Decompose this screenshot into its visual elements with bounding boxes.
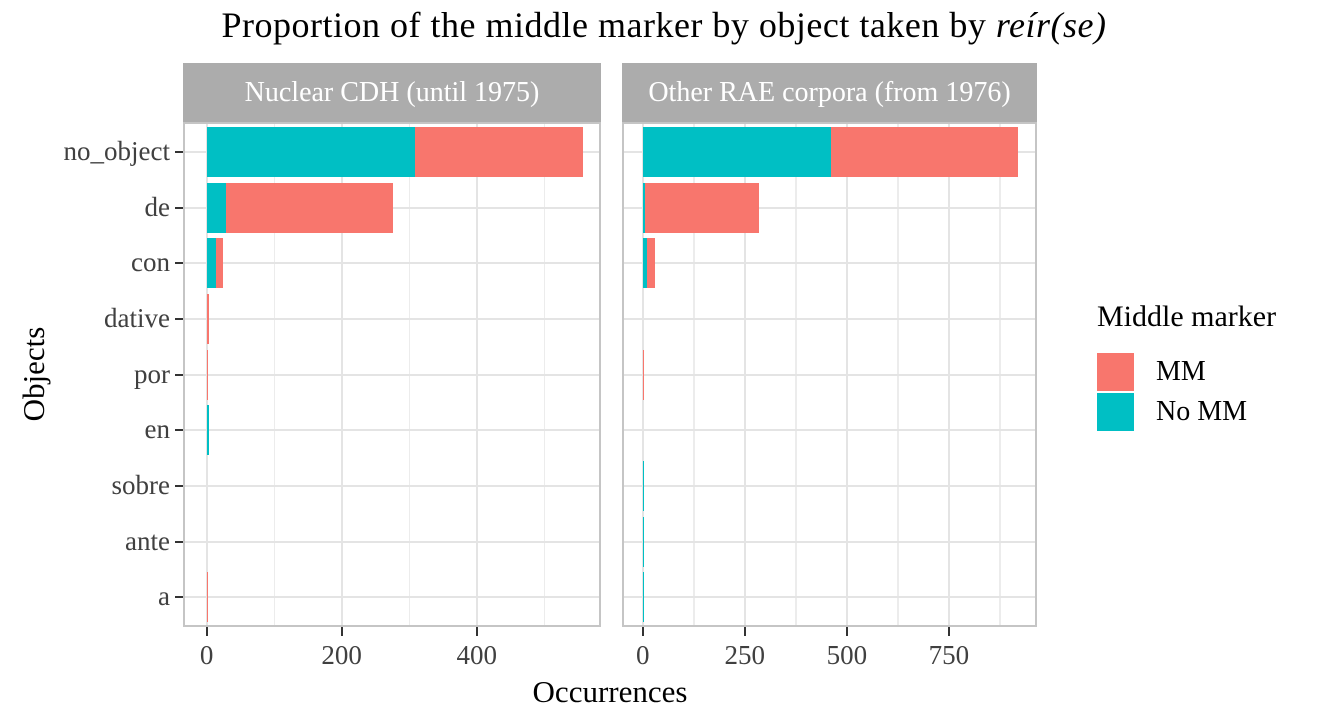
x-axis-tick-label: 400 bbox=[456, 640, 498, 670]
legend-item-label: No MM bbox=[1156, 396, 1248, 427]
facet-strip: Other RAE corpora (from 1976) bbox=[622, 63, 1037, 122]
gridline-horizontal bbox=[624, 262, 1035, 265]
x-axis-tick bbox=[205, 627, 208, 636]
y-axis-tick-label-a: a bbox=[158, 581, 170, 612]
y-axis-tick bbox=[175, 596, 183, 599]
panel-plot-area bbox=[624, 124, 1035, 625]
bar-segment-no-mm-ante bbox=[642, 516, 644, 567]
x-axis-tick-label: 750 bbox=[928, 640, 970, 670]
gridline-horizontal bbox=[185, 262, 599, 265]
y-axis-tick bbox=[175, 540, 183, 543]
facet-strip: Nuclear CDH (until 1975) bbox=[183, 63, 601, 122]
bar-segment-no-mm-de bbox=[642, 182, 646, 233]
bar-segment-no-mm-con bbox=[642, 238, 647, 289]
x-axis-tick bbox=[743, 627, 746, 636]
x-axis-tick-label: 0 bbox=[636, 640, 650, 670]
legend-item-label: MM bbox=[1156, 356, 1206, 387]
x-axis-tick-label: 500 bbox=[826, 640, 868, 670]
y-axis-tick-label-ante: ante bbox=[125, 525, 170, 556]
bar-segment-mm-por bbox=[206, 349, 208, 400]
y-axis-tick bbox=[175, 317, 183, 320]
bar-segment-no-mm-de bbox=[206, 182, 226, 233]
x-axis-tick-label: 250 bbox=[724, 640, 766, 670]
legend: Middle marker MM No MM bbox=[1097, 300, 1276, 432]
y-axis-tick bbox=[175, 484, 183, 487]
bar-segment-mm-por bbox=[642, 349, 644, 400]
y-axis-tick bbox=[175, 150, 183, 153]
facet-panel bbox=[183, 122, 601, 627]
gridline-horizontal bbox=[185, 540, 599, 543]
panel-plot-area bbox=[185, 124, 599, 625]
x-axis-tick bbox=[475, 627, 478, 636]
y-axis-tick bbox=[175, 206, 183, 209]
y-axis-tick-label-de: de bbox=[144, 191, 170, 222]
bar-segment-mm-a bbox=[206, 572, 208, 623]
y-axis-tick-label-por: por bbox=[134, 358, 170, 389]
legend-item: MM bbox=[1097, 352, 1276, 392]
x-axis-tick-label: 0 bbox=[199, 640, 214, 670]
facet-panel bbox=[622, 122, 1037, 627]
x-axis-title: Occurrences bbox=[532, 674, 688, 709]
gridline-horizontal bbox=[624, 373, 1035, 376]
gridline-horizontal bbox=[185, 429, 599, 432]
y-axis-tick bbox=[175, 262, 183, 265]
bar-segment-no-mm-a bbox=[642, 572, 644, 623]
y-axis-tick bbox=[175, 429, 183, 432]
chart-title-main: Proportion of the middle marker by objec… bbox=[221, 5, 996, 45]
bar-segment-mm-con bbox=[646, 238, 655, 289]
bar-segment-mm-dative bbox=[206, 293, 209, 344]
bar-segment-no-mm-no_object bbox=[642, 126, 831, 177]
legend-swatch-mm bbox=[1097, 353, 1134, 391]
chart-title-verb: reír(se) bbox=[995, 5, 1107, 45]
gridline-horizontal bbox=[624, 317, 1035, 320]
gridline-horizontal bbox=[624, 429, 1035, 432]
y-axis-tick-label-no_object: no_object bbox=[63, 135, 170, 166]
bar-segment-no-mm-en bbox=[206, 405, 210, 456]
gridline-horizontal bbox=[185, 373, 599, 376]
bar-segment-mm-no_object bbox=[415, 126, 583, 177]
gridline-horizontal bbox=[185, 596, 599, 599]
legend-items: MM No MM bbox=[1097, 352, 1276, 432]
gridline-horizontal bbox=[624, 540, 1035, 543]
y-axis-tick-label-dative: dative bbox=[104, 302, 170, 333]
y-axis-tick-label-con: con bbox=[131, 247, 170, 278]
y-axis-tick bbox=[175, 373, 183, 376]
y-axis-tick-label-en: en bbox=[144, 414, 170, 445]
legend-title: Middle marker bbox=[1097, 300, 1277, 333]
bar-segment-no-mm-con bbox=[206, 238, 217, 289]
y-axis-tick-label-sobre: sobre bbox=[111, 469, 170, 500]
legend-swatch-no-mm bbox=[1097, 393, 1134, 431]
bar-segment-mm-de bbox=[645, 182, 759, 233]
bar-segment-mm-con bbox=[216, 238, 223, 289]
bar-segment-no-mm-no_object bbox=[206, 126, 416, 177]
chart-title: Proportion of the middle marker by objec… bbox=[0, 4, 1328, 46]
bar-segment-mm-no_object bbox=[830, 126, 1019, 177]
gridline-horizontal bbox=[185, 317, 599, 320]
x-axis-tick bbox=[845, 627, 848, 636]
x-axis-tick-label: 200 bbox=[321, 640, 362, 670]
bar-segment-no-mm-sobre bbox=[642, 460, 644, 511]
x-axis-tick bbox=[947, 627, 950, 636]
bar-segment-mm-de bbox=[225, 182, 393, 233]
gridline-horizontal bbox=[624, 596, 1035, 599]
gridline-horizontal bbox=[624, 484, 1035, 487]
facet-strip-label: Nuclear CDH (until 1975) bbox=[244, 76, 540, 108]
x-axis-tick bbox=[340, 627, 343, 636]
facet-strip-label: Other RAE corpora (from 1976) bbox=[648, 76, 1011, 108]
legend-item: No MM bbox=[1097, 392, 1276, 432]
x-axis-tick bbox=[641, 627, 644, 636]
gridline-horizontal bbox=[624, 206, 1035, 209]
gridline-horizontal bbox=[185, 484, 599, 487]
